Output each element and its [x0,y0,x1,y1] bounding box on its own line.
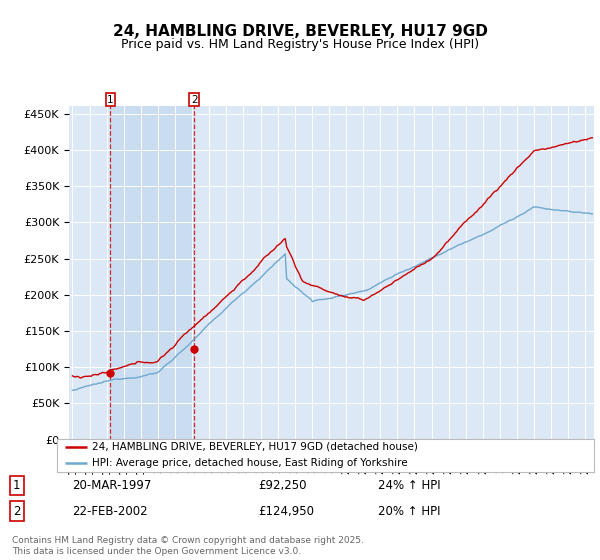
Text: HPI: Average price, detached house, East Riding of Yorkshire: HPI: Average price, detached house, East… [92,458,407,468]
Text: 2: 2 [191,95,197,105]
Text: 22-FEB-2002: 22-FEB-2002 [72,505,148,518]
Text: 24% ↑ HPI: 24% ↑ HPI [378,479,440,492]
Text: 20% ↑ HPI: 20% ↑ HPI [378,505,440,518]
Text: 2: 2 [13,505,20,518]
Text: 1: 1 [13,479,20,492]
Text: 24, HAMBLING DRIVE, BEVERLEY, HU17 9GD: 24, HAMBLING DRIVE, BEVERLEY, HU17 9GD [113,24,487,39]
Text: £92,250: £92,250 [258,479,307,492]
Text: £124,950: £124,950 [258,505,314,518]
Text: 20-MAR-1997: 20-MAR-1997 [72,479,151,492]
Text: Price paid vs. HM Land Registry's House Price Index (HPI): Price paid vs. HM Land Registry's House … [121,38,479,51]
Bar [110,106,194,440]
Text: 1: 1 [107,95,113,105]
Text: 24, HAMBLING DRIVE, BEVERLEY, HU17 9GD (detached house): 24, HAMBLING DRIVE, BEVERLEY, HU17 9GD (… [92,441,418,451]
Text: Contains HM Land Registry data © Crown copyright and database right 2025.
This d: Contains HM Land Registry data © Crown c… [12,536,364,556]
